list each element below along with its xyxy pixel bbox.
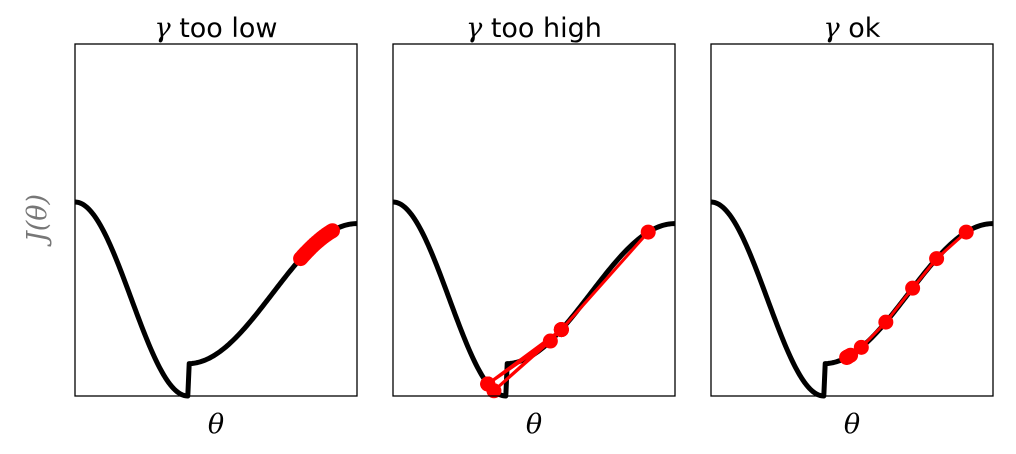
- panel-too-low: γ too low θ: [73, 13, 359, 440]
- descent-point: [878, 314, 894, 330]
- plot-frame: [710, 43, 994, 397]
- descent-point: [480, 376, 496, 392]
- panel-ok: γ ok θ: [709, 13, 995, 440]
- title-symbol: γ: [154, 13, 171, 44]
- descent-point: [958, 224, 974, 240]
- descent-point: [839, 349, 855, 365]
- panel-title: γ too high: [466, 13, 602, 44]
- descent-point: [553, 322, 569, 338]
- loss-curve: [709, 199, 995, 399]
- descent-path: [845, 230, 968, 359]
- plot-area: [73, 199, 359, 399]
- panel-too-high: γ too high θ: [391, 13, 677, 440]
- x-axis-label: θ: [208, 409, 224, 440]
- plot-area: [391, 199, 677, 399]
- title-text: ok: [848, 13, 881, 44]
- title-symbol: γ: [824, 13, 841, 44]
- title-symbol: γ: [466, 13, 483, 44]
- descent-point: [324, 223, 340, 239]
- descent-point: [853, 339, 869, 355]
- x-axis-label: θ: [844, 409, 860, 440]
- x-axis-label: θ: [526, 409, 542, 440]
- descent-point: [929, 251, 945, 267]
- plot-frame: [74, 43, 358, 397]
- title-text: too high: [491, 13, 602, 44]
- descent-point: [905, 280, 921, 296]
- y-axis-label: J(θ): [22, 194, 53, 247]
- title-text: too low: [179, 13, 277, 44]
- plot-frame: [392, 43, 676, 397]
- loss-curve: [391, 199, 677, 399]
- panel-title: γ too low: [154, 13, 277, 44]
- descent-point: [640, 224, 656, 240]
- plot-area: [709, 199, 995, 399]
- descent-point: [542, 333, 558, 349]
- loss-curve: [73, 199, 359, 399]
- panel-title: γ ok: [824, 13, 881, 44]
